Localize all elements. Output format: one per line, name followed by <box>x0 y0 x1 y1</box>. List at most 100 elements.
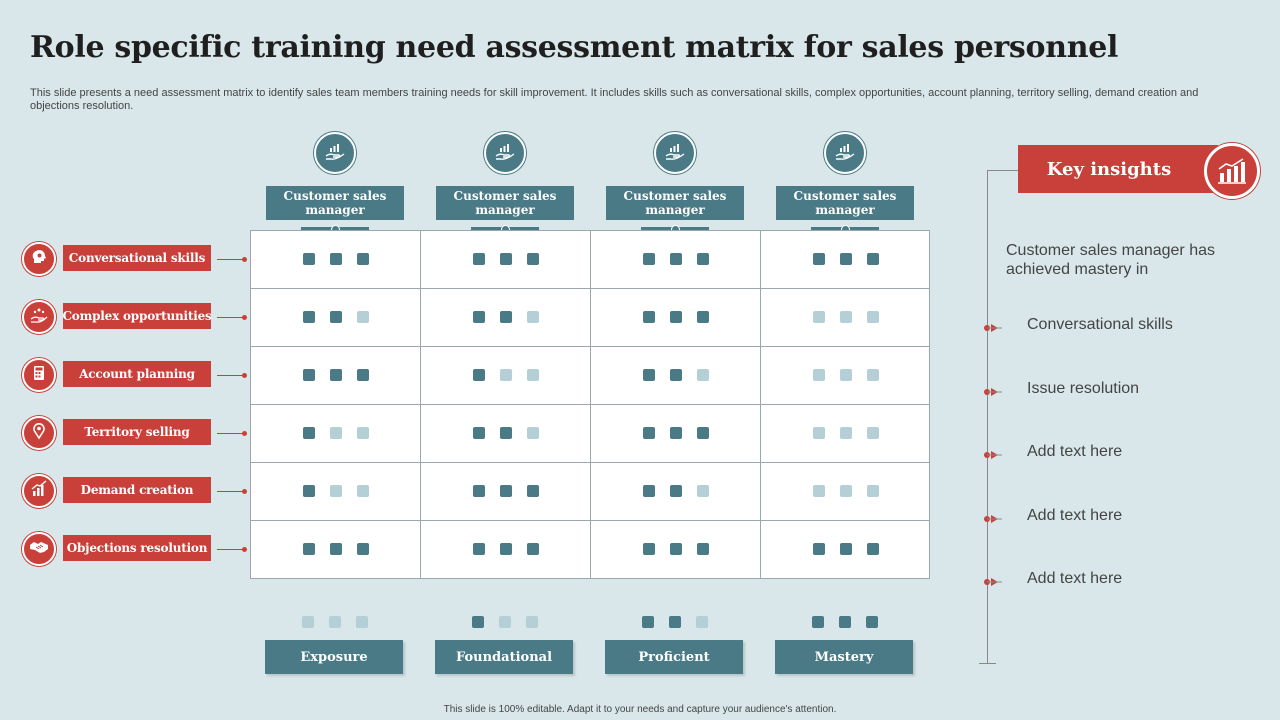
location-pin-icon <box>30 422 48 445</box>
arrow-marker-icon <box>983 447 1003 459</box>
proficiency-square <box>527 485 539 497</box>
bar-chart-icon <box>1204 143 1260 199</box>
proficiency-square <box>813 369 825 381</box>
row-icon <box>22 358 56 392</box>
proficiency-square <box>840 427 852 439</box>
legend-square <box>812 616 824 628</box>
legend-square <box>696 616 708 628</box>
proficiency-square <box>473 485 485 497</box>
footer-note: This slide is 100% editable. Adapt it to… <box>443 704 837 715</box>
proficiency-square <box>527 253 539 265</box>
proficiency-square <box>500 311 512 323</box>
row-label: Conversational skills <box>63 245 211 271</box>
row-connector <box>217 491 245 492</box>
handshake-icon <box>29 538 49 561</box>
key-insight-item: Add text here <box>1027 443 1123 460</box>
proficiency-square <box>670 369 682 381</box>
proficiency-square <box>670 427 682 439</box>
hand-coins-icon <box>30 306 48 329</box>
head-gear-icon <box>30 248 48 271</box>
row-connector <box>217 549 245 550</box>
growth-chart-icon <box>30 479 48 503</box>
proficiency-square <box>357 485 369 497</box>
proficiency-square <box>330 311 342 323</box>
arrow-marker-icon <box>983 511 1003 523</box>
key-insights-line-foot <box>979 663 996 664</box>
key-insights-title: Key insights <box>1018 145 1218 193</box>
key-insight-item: Conversational skills <box>1027 316 1173 333</box>
legend-square <box>866 616 878 628</box>
proficiency-square <box>697 253 709 265</box>
proficiency-square <box>500 485 512 497</box>
proficiency-square <box>357 427 369 439</box>
row-connector-dot <box>242 373 247 378</box>
proficiency-square <box>330 543 342 555</box>
proficiency-square <box>867 485 879 497</box>
key-insight-item: Add text here <box>1027 570 1123 587</box>
proficiency-square <box>330 427 342 439</box>
page-title: Role specific training need assessment m… <box>30 30 1119 65</box>
calculator-icon <box>30 364 48 387</box>
legend-square <box>526 616 538 628</box>
legend-square <box>839 616 851 628</box>
key-insights-connector <box>987 170 1019 171</box>
proficiency-square <box>303 485 315 497</box>
proficiency-square <box>330 253 342 265</box>
column-icon <box>484 132 526 174</box>
proficiency-square <box>357 543 369 555</box>
grid-row-divider <box>251 404 929 405</box>
hand-chart-icon <box>494 140 516 167</box>
column-header: Customer sales manager <box>436 186 574 220</box>
proficiency-square <box>500 369 512 381</box>
row-connector <box>217 375 245 376</box>
proficiency-square <box>643 485 655 497</box>
proficiency-square <box>867 253 879 265</box>
proficiency-square <box>500 543 512 555</box>
hand-chart-icon <box>324 140 346 167</box>
column-header: Customer sales manager <box>266 186 404 220</box>
proficiency-square <box>303 369 315 381</box>
proficiency-square <box>813 543 825 555</box>
row-label: Account planning <box>63 361 211 387</box>
proficiency-square <box>670 253 682 265</box>
proficiency-square <box>643 369 655 381</box>
column-icon <box>654 132 696 174</box>
proficiency-square <box>473 543 485 555</box>
row-connector-dot <box>242 315 247 320</box>
key-insight-item: Add text here <box>1027 507 1123 524</box>
proficiency-square <box>303 427 315 439</box>
proficiency-square <box>697 311 709 323</box>
arrow-marker-icon <box>983 574 1003 586</box>
row-icon <box>22 474 56 508</box>
proficiency-square <box>643 543 655 555</box>
key-insights-subtitle: Customer sales manager has achieved mast… <box>1006 242 1215 278</box>
row-label: Demand creation <box>63 477 211 503</box>
proficiency-square <box>670 485 682 497</box>
proficiency-square <box>697 543 709 555</box>
proficiency-square <box>527 311 539 323</box>
proficiency-square <box>330 485 342 497</box>
row-icon <box>22 532 56 566</box>
proficiency-square <box>840 369 852 381</box>
row-connector <box>217 259 245 260</box>
row-connector-dot <box>242 489 247 494</box>
legend-level-label: Foundational <box>435 640 573 674</box>
key-insight-item: Issue resolution <box>1027 380 1140 397</box>
proficiency-square <box>527 543 539 555</box>
grid-row-divider <box>251 346 929 347</box>
hand-chart-icon <box>834 140 856 167</box>
proficiency-square <box>840 311 852 323</box>
arrow-marker-icon <box>983 320 1003 332</box>
legend-square <box>472 616 484 628</box>
key-insights-line <box>987 170 988 663</box>
proficiency-square <box>643 253 655 265</box>
proficiency-square <box>813 253 825 265</box>
grid-row-divider <box>251 288 929 289</box>
proficiency-square <box>643 427 655 439</box>
proficiency-square <box>840 543 852 555</box>
proficiency-square <box>867 427 879 439</box>
assessment-matrix <box>250 230 930 579</box>
proficiency-square <box>697 485 709 497</box>
proficiency-square <box>303 543 315 555</box>
proficiency-square <box>527 369 539 381</box>
